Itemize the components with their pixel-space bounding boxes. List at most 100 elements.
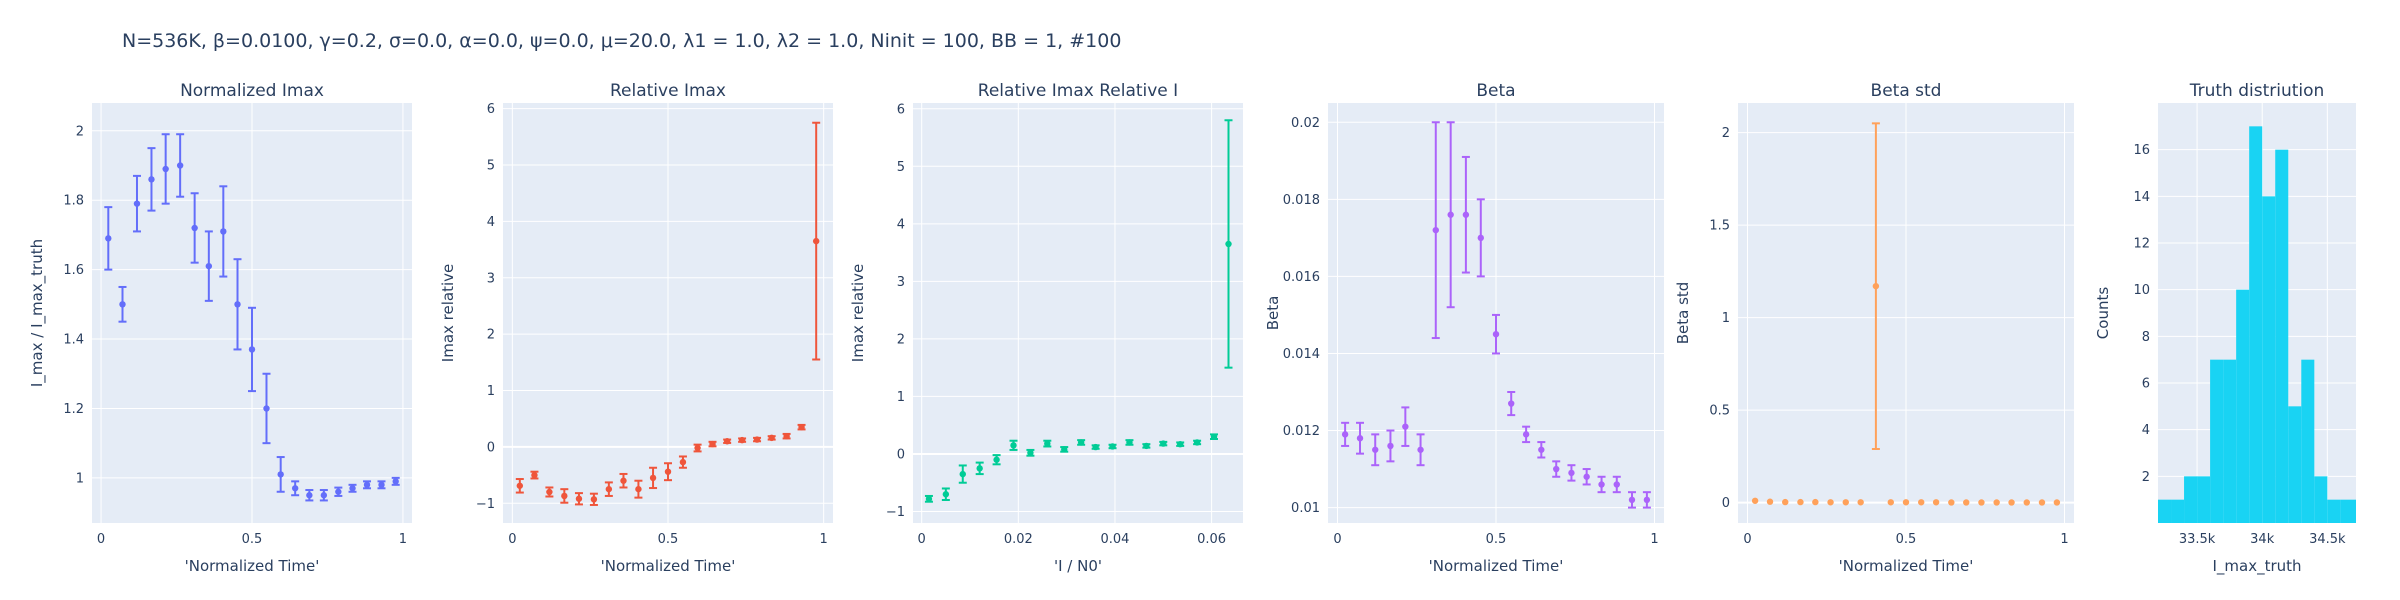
data-point (1417, 446, 1424, 453)
data-point (925, 495, 933, 503)
data-point (2008, 499, 2015, 506)
data-point (1872, 282, 1880, 290)
data-point (1061, 446, 1068, 453)
data-point (191, 224, 198, 232)
data-point (1932, 499, 1940, 506)
histogram-bar (2197, 476, 2211, 523)
x-tick-label: 0.04 (1100, 532, 1129, 547)
data-point (1963, 499, 1970, 506)
x-tick-label: 1 (820, 532, 828, 547)
x-axis-label: 'Normalized Time' (1839, 557, 1974, 575)
y-tick-label: 1.8 (63, 194, 84, 209)
x-tick-label: 0 (918, 532, 926, 547)
chart-title: Beta (1476, 81, 1515, 101)
y-axis-label: Imax relative (439, 264, 457, 362)
figure-suptitle: N=536K, β=0.0100, γ=0.2, σ=0.0, α=0.0, ψ… (122, 30, 1122, 52)
data-point (1628, 496, 1636, 504)
histogram-bar (2223, 359, 2237, 523)
y-tick-label: 1.5 (1709, 219, 1730, 234)
data-point (546, 488, 553, 496)
data-point (1225, 240, 1232, 248)
data-point (105, 235, 112, 242)
x-tick-label: 0 (508, 532, 516, 547)
data-point (1341, 431, 1349, 438)
data-point (1210, 433, 1218, 440)
y-tick-label: 1 (1722, 311, 1730, 326)
chart-title: Relative Imax Relative I (978, 81, 1178, 101)
data-point (1797, 498, 1804, 506)
data-point (561, 492, 568, 500)
histogram-bar (2184, 476, 2198, 523)
y-tick-label: 2 (897, 332, 905, 347)
data-point (1583, 473, 1590, 480)
data-point (1387, 442, 1394, 450)
y-tick-label: 0.012 (1283, 424, 1320, 439)
data-point (248, 346, 256, 353)
data-point (709, 440, 716, 448)
data-point (1432, 226, 1439, 234)
histogram-bar (2210, 359, 2224, 523)
x-tick-label: 34k (2250, 532, 2275, 547)
chart-title: Truth distriution (2189, 81, 2325, 101)
data-point (1092, 443, 1099, 451)
y-axis-label: I_max / I_max_truth (28, 239, 47, 387)
data-point (378, 481, 385, 489)
y-tick-label: 5 (487, 159, 495, 174)
y-tick-label: 0 (487, 440, 495, 455)
y-tick-label: 2 (76, 124, 84, 139)
data-point (1842, 499, 1849, 506)
data-point (942, 491, 950, 498)
data-point (1827, 499, 1834, 506)
data-point (1948, 499, 1955, 506)
y-tick-label: 0.018 (1283, 193, 1320, 208)
data-point (2023, 499, 2030, 506)
data-point (162, 165, 169, 173)
x-tick-label: 0 (1333, 532, 1341, 547)
data-point (205, 262, 213, 270)
histogram-bar (2275, 149, 2289, 523)
data-point (664, 468, 672, 475)
histogram-bar (2262, 196, 2276, 524)
y-tick-label: 0 (1722, 496, 1730, 511)
y-tick-label: 8 (2142, 330, 2150, 345)
data-point (1522, 431, 1530, 438)
x-tick-label: 1 (2060, 532, 2068, 547)
histogram-bar (2236, 289, 2250, 523)
data-point (306, 492, 313, 499)
data-point (1508, 400, 1515, 407)
data-point (1143, 442, 1150, 450)
x-tick-label: 0 (1743, 532, 1751, 547)
data-point (993, 456, 1000, 463)
y-tick-label: 4 (897, 217, 905, 232)
data-point (1447, 211, 1454, 218)
data-point (1477, 234, 1484, 242)
x-axis-label: I_max_truth (2212, 557, 2301, 576)
data-point (1027, 449, 1034, 457)
data-point (605, 485, 613, 493)
data-point (1766, 498, 1774, 505)
data-point (1372, 446, 1379, 453)
y-tick-label: 3 (487, 271, 495, 286)
y-tick-label: 0.02 (1291, 116, 1320, 131)
data-point (1613, 481, 1620, 488)
data-point (1857, 499, 1864, 506)
data-point (738, 436, 746, 444)
histogram-bar (2314, 476, 2328, 523)
data-point (531, 471, 538, 479)
chart-panel-3 (913, 103, 1243, 523)
data-point (1492, 330, 1500, 338)
x-axis-label: 'Normalized Time' (601, 557, 736, 575)
x-tick-label: 0.5 (1486, 532, 1507, 547)
data-point (635, 485, 642, 493)
x-tick-label: 0.5 (1896, 532, 1917, 547)
y-tick-label: 1 (897, 390, 905, 405)
y-tick-label: 0 (897, 447, 905, 462)
data-point (768, 434, 775, 442)
data-point (119, 301, 126, 308)
data-point (1978, 499, 1985, 506)
data-point (1176, 440, 1184, 448)
data-point (363, 481, 371, 489)
data-point (798, 423, 805, 431)
y-tick-label: 1.4 (63, 333, 84, 348)
histogram-bar (2288, 406, 2302, 523)
